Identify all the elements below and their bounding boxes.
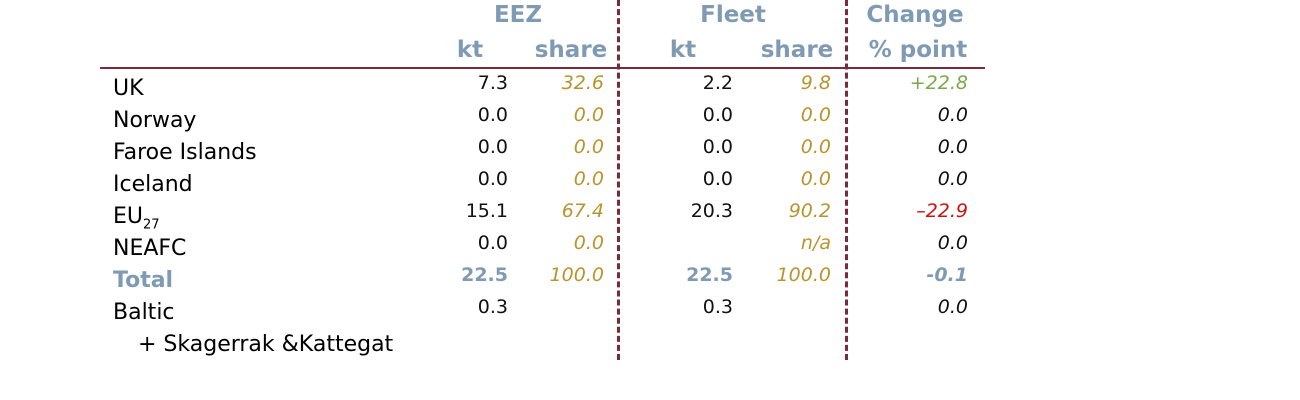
- row-label: Baltic: [113, 300, 175, 325]
- cell: 0.0: [800, 136, 831, 158]
- cell: 20.3: [690, 200, 733, 222]
- cell: 0.0: [702, 136, 733, 158]
- cell: 32.6: [561, 72, 604, 94]
- cell: 0.0: [573, 232, 604, 254]
- sub-header: % point: [868, 37, 968, 63]
- cell: 22.5: [461, 264, 508, 286]
- cell: 22.5: [686, 264, 733, 286]
- cell: 0.0: [477, 136, 508, 158]
- cell: 90.2: [788, 200, 831, 222]
- cell: 0.0: [937, 296, 968, 318]
- group-header: EEZ: [493, 2, 543, 28]
- cell: 100.0: [549, 264, 604, 286]
- cell: 0.0: [573, 136, 604, 158]
- row-label: NEAFC: [113, 236, 187, 261]
- cell: 0.0: [477, 104, 508, 126]
- cell: 0.0: [477, 232, 508, 254]
- cell: 0.3: [477, 296, 508, 318]
- row-label: Norway: [113, 108, 197, 133]
- cell: 100.0: [776, 264, 831, 286]
- cell: 0.0: [937, 232, 968, 254]
- sub-header: share: [534, 37, 608, 63]
- cell: 0.0: [702, 104, 733, 126]
- divider: [845, 0, 848, 360]
- cell: 0.0: [573, 168, 604, 190]
- cell: 0.0: [573, 104, 604, 126]
- row-label: EU27: [113, 204, 160, 233]
- cell: 0.0: [937, 104, 968, 126]
- row-label: UK: [113, 76, 144, 101]
- cell: 0.0: [477, 168, 508, 190]
- cell: 7.3: [477, 72, 508, 94]
- row-label: Total: [113, 268, 174, 293]
- cell: 0.0: [800, 104, 831, 126]
- sub-header: kt: [669, 37, 697, 63]
- header-rule: [100, 67, 985, 69]
- cell: 0.0: [800, 168, 831, 190]
- subscript: 27: [143, 217, 160, 233]
- row-sublabel: + Skagerrak &Kattegat: [138, 332, 394, 357]
- group-header: Fleet: [700, 2, 766, 28]
- cell: –22.9: [916, 200, 968, 222]
- row-label: Iceland: [113, 172, 193, 197]
- cell: n/a: [800, 232, 831, 254]
- cell: 0.0: [937, 136, 968, 158]
- cell: 0.0: [702, 168, 733, 190]
- cell: 0.0: [937, 168, 968, 190]
- group-header: Change: [866, 2, 964, 28]
- cell: -0.1: [926, 264, 968, 286]
- cell: 9.8: [800, 72, 831, 94]
- cell: 67.4: [561, 200, 604, 222]
- cell: 15.1: [465, 200, 508, 222]
- cell: 0.3: [702, 296, 733, 318]
- sub-header: share: [760, 37, 834, 63]
- sub-header: kt: [456, 37, 484, 63]
- cell: 2.2: [702, 72, 733, 94]
- cell: +22.8: [909, 72, 968, 94]
- divider: [617, 0, 620, 360]
- row-label: Faroe Islands: [113, 140, 257, 165]
